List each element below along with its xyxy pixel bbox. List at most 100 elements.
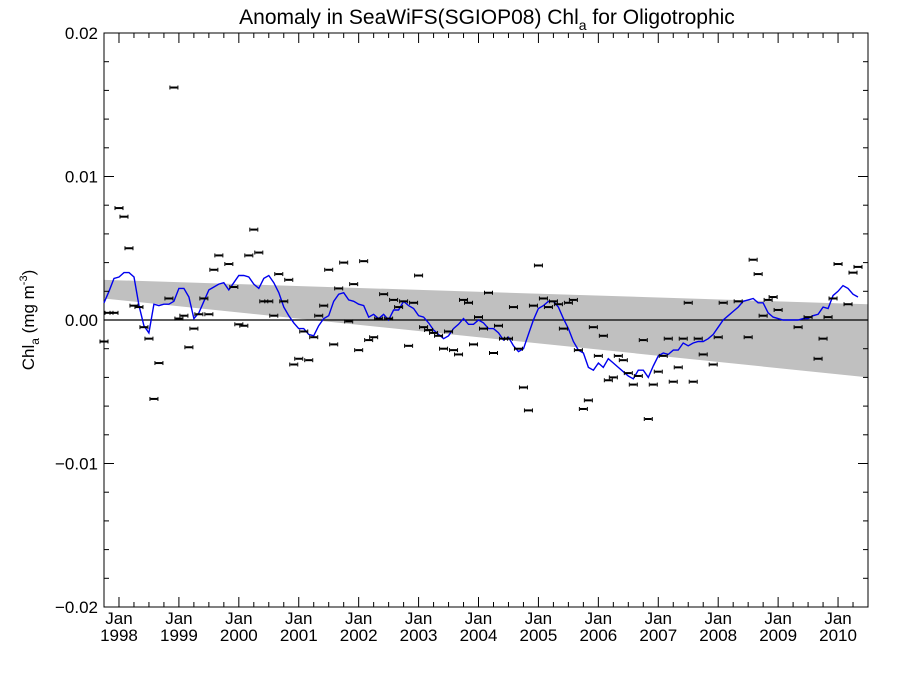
anomaly-point [169,85,179,90]
x-tick-year-label: 2005 [520,626,558,645]
anomaly-point [114,206,124,211]
anomaly-point [179,313,189,318]
anomaly-point [613,353,623,358]
anomaly-point [474,315,484,320]
x-tick-month-label: Jan [165,609,192,628]
anomaly-point [518,385,528,390]
anomaly-point [144,336,154,341]
anomaly-point [658,353,668,358]
anomaly-point [309,335,319,340]
anomaly-point [444,329,454,334]
plot-frame-layer [103,32,869,608]
anomaly-point [394,305,404,310]
anomaly-point [379,292,389,297]
anomaly-point [339,260,349,265]
anomaly-point [523,408,533,413]
anomaly-point [229,284,239,289]
anomaly-point [324,267,334,272]
anomaly-point [189,326,199,331]
y-tick-label: −0.01 [55,455,98,474]
anomaly-point [828,296,838,301]
anomaly-point [254,250,264,255]
anomaly-point [369,335,379,340]
anomaly-point [493,323,503,328]
anomaly-point [813,356,823,361]
anomaly-point [304,358,314,363]
anomaly-point [793,325,803,330]
anomaly-point [349,282,359,287]
anomaly-point [853,264,863,269]
x-tick-year-label: 2008 [699,626,737,645]
anomaly-point [578,406,588,411]
x-tick-year-label: 2001 [280,626,318,645]
anomaly-point [459,297,469,302]
anomaly-point [359,259,369,264]
anomaly-point [678,336,688,341]
x-tick-year-label: 2003 [400,626,438,645]
anomaly-point [319,303,329,308]
anomaly-point [503,336,513,341]
x-tick-year-label: 2006 [579,626,617,645]
anomaly-point [718,300,728,305]
anomaly-point [528,303,538,308]
anomaly-point [139,325,149,330]
anomaly-point [713,335,723,340]
anomaly-point [553,302,563,307]
anomaly-point [668,379,678,384]
anomaly-point [374,316,384,321]
x-tick-year-label: 2007 [639,626,677,645]
x-tick-year-label: 2000 [220,626,258,645]
anomaly-point [344,319,354,324]
anomaly-point [289,362,299,367]
anomaly-point [119,214,129,219]
anomaly-point [109,310,119,315]
anomaly-point [149,396,159,401]
anomaly-point [279,299,289,304]
y-tick-label: 0.02 [65,24,98,43]
y-tick-label: 0.01 [65,168,98,187]
y-axis-label: Chla (mg m-3) [18,270,42,371]
x-tick-month-label: Jan [225,609,252,628]
anomaly-point [99,339,109,344]
anomaly-point [758,313,768,318]
anomaly-point [733,299,743,304]
anomaly-point [708,362,718,367]
anomaly-point [329,342,339,347]
anomaly-point [204,312,214,317]
x-tick-month-label: Jan [585,609,612,628]
anomaly-point [384,316,394,321]
anomaly-point [354,348,364,353]
x-tick-year-label: 2002 [340,626,378,645]
x-tick-month-label: Jan [525,609,552,628]
anomaly-point [439,346,449,351]
anomaly-point [154,361,164,366]
anomaly-point [224,262,234,267]
anomaly-point [414,273,424,278]
anomaly-point [364,338,374,343]
anomaly-point [124,246,134,251]
anomaly-point [434,333,444,338]
anomaly-point [334,286,344,291]
anomaly-point [583,398,593,403]
x-tick-year-label: 1998 [100,626,138,645]
x-tick-month-label: Jan [465,609,492,628]
anomaly-points-layer [99,85,863,422]
x-tick-month-label: Jan [824,609,851,628]
anomaly-point [199,296,209,301]
anomaly-point [533,263,543,268]
anomaly-point [608,375,618,380]
anomaly-point [274,272,284,277]
anomaly-point [823,315,833,320]
y-tick-label: 0.00 [65,311,98,330]
x-tick-month-label: Jan [105,609,132,628]
anomaly-point [239,323,249,328]
x-tick-year-label: 1999 [160,626,198,645]
anomaly-point [753,272,763,277]
anomaly-point [603,378,613,383]
anomaly-point [593,353,603,358]
anomaly-point [548,299,558,304]
x-tick-month-label: Jan [645,609,672,628]
anomaly-point [299,329,309,334]
x-tick-month-label: Jan [285,609,312,628]
